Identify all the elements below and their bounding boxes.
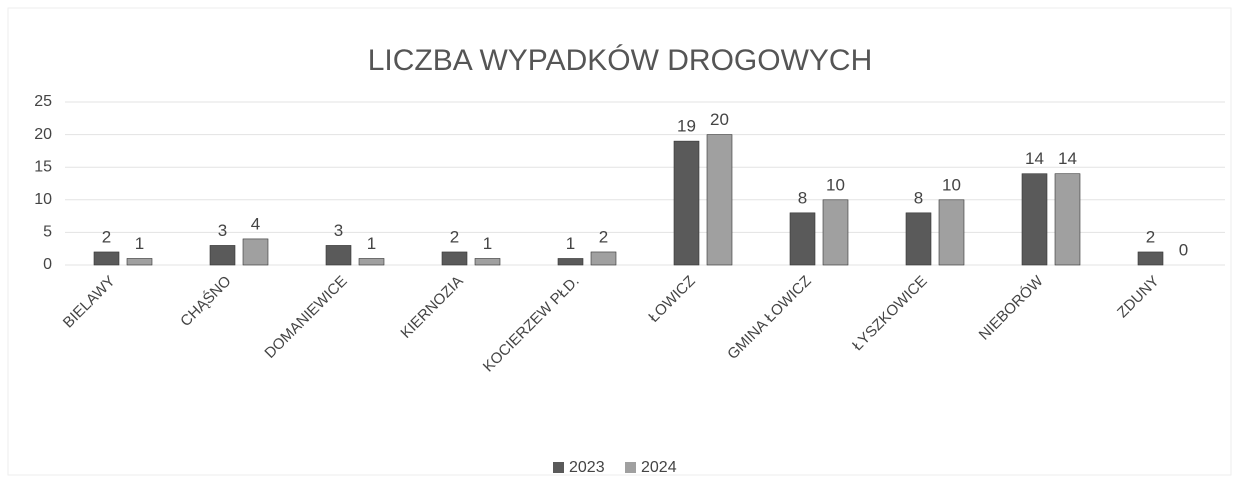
- bar: [938, 199, 965, 266]
- bar: [590, 251, 617, 266]
- data-label: 2: [1146, 227, 1155, 246]
- legend-label: 2023: [569, 459, 605, 476]
- bar: [1021, 173, 1048, 266]
- bar: [474, 258, 501, 266]
- bar: [126, 258, 153, 266]
- data-label: 2: [102, 227, 111, 246]
- bar: [789, 212, 816, 266]
- bar: [441, 251, 468, 266]
- bar: [673, 140, 700, 266]
- bar: [822, 199, 849, 266]
- bar: [209, 245, 236, 266]
- data-label: 2: [599, 227, 608, 246]
- x-tick-label: KIERNOZIA: [397, 273, 466, 342]
- x-tick-label: KOCIERZEW PŁD.: [480, 273, 583, 376]
- y-tick-label: 20: [34, 126, 52, 143]
- y-tick-label: 15: [34, 158, 52, 175]
- bar: [358, 258, 385, 266]
- bar: [557, 258, 584, 266]
- y-tick-label: 0: [43, 256, 52, 273]
- x-tick-label: GMINA ŁOWICZ: [724, 273, 814, 363]
- legend-swatch: [625, 462, 636, 473]
- legend-label: 2024: [641, 459, 677, 476]
- data-label: 8: [798, 188, 807, 207]
- data-label: 2: [450, 227, 459, 246]
- x-tick-label: ZDUNY: [1114, 273, 1163, 322]
- y-tick-label: 5: [43, 224, 52, 241]
- data-label: 10: [942, 175, 961, 194]
- data-label: 4: [251, 214, 260, 233]
- x-tick-label: ŁYSZKOWICE: [849, 273, 931, 355]
- data-label: 0: [1179, 240, 1188, 259]
- data-label: 20: [710, 110, 729, 129]
- bar: [242, 238, 269, 266]
- x-tick-label: NIEBORÓW: [976, 272, 1048, 344]
- x-tick-label: CHĄŚNO: [177, 272, 235, 330]
- x-tick-label: ŁOWICZ: [645, 273, 698, 326]
- bar: [905, 212, 932, 266]
- y-tick-label: 10: [34, 191, 52, 208]
- chart-title: LICZBA WYPADKÓW DROGOWYCH: [368, 44, 872, 77]
- bar: [706, 134, 733, 266]
- bar: [93, 251, 120, 266]
- data-label: 1: [483, 234, 492, 253]
- data-label: 3: [218, 221, 227, 240]
- bar: [1054, 173, 1081, 266]
- data-label: 3: [334, 221, 343, 240]
- data-label: 8: [914, 188, 923, 207]
- y-tick-label: 25: [34, 93, 52, 110]
- data-label: 1: [135, 234, 144, 253]
- data-label: 19: [677, 117, 696, 136]
- legend-swatch: [553, 462, 564, 473]
- data-label: 1: [566, 234, 575, 253]
- data-label: 14: [1025, 149, 1044, 168]
- x-tick-label: DOMANIEWICE: [261, 273, 350, 362]
- bar: [325, 245, 352, 266]
- data-label: 14: [1058, 149, 1077, 168]
- x-tick-label: BIELAWY: [60, 273, 119, 332]
- chart-border: [7, 7, 1232, 476]
- data-label: 10: [826, 175, 845, 194]
- bar: [1137, 251, 1164, 266]
- data-label: 1: [367, 234, 376, 253]
